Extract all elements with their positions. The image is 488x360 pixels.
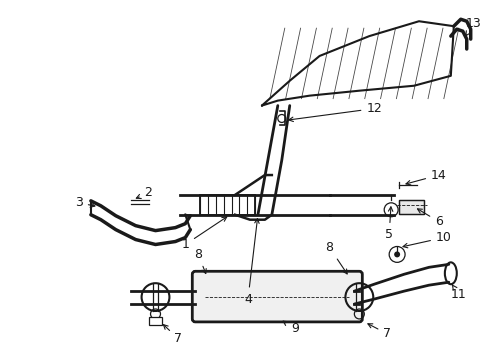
Text: 8: 8 [325,241,346,274]
Circle shape [393,251,399,257]
Text: 5: 5 [385,207,392,241]
Text: 1: 1 [181,217,226,251]
Text: 13: 13 [465,17,481,36]
Text: 7: 7 [367,324,390,340]
Text: 11: 11 [450,285,466,301]
Text: 9: 9 [283,321,298,336]
Text: 10: 10 [402,231,451,248]
Text: 6: 6 [417,209,442,228]
Ellipse shape [444,262,456,284]
Bar [398,200,423,214]
Text: 7: 7 [163,325,182,345]
Text: 12: 12 [288,102,381,122]
Text: 2: 2 [136,186,152,199]
Bar [148,317,162,325]
Text: 4: 4 [244,219,259,306]
Text: 8: 8 [194,248,206,274]
Bar [200,195,254,215]
FancyBboxPatch shape [192,271,362,322]
Text: 3: 3 [75,196,95,209]
Text: 14: 14 [405,168,446,185]
Bar [398,200,423,214]
